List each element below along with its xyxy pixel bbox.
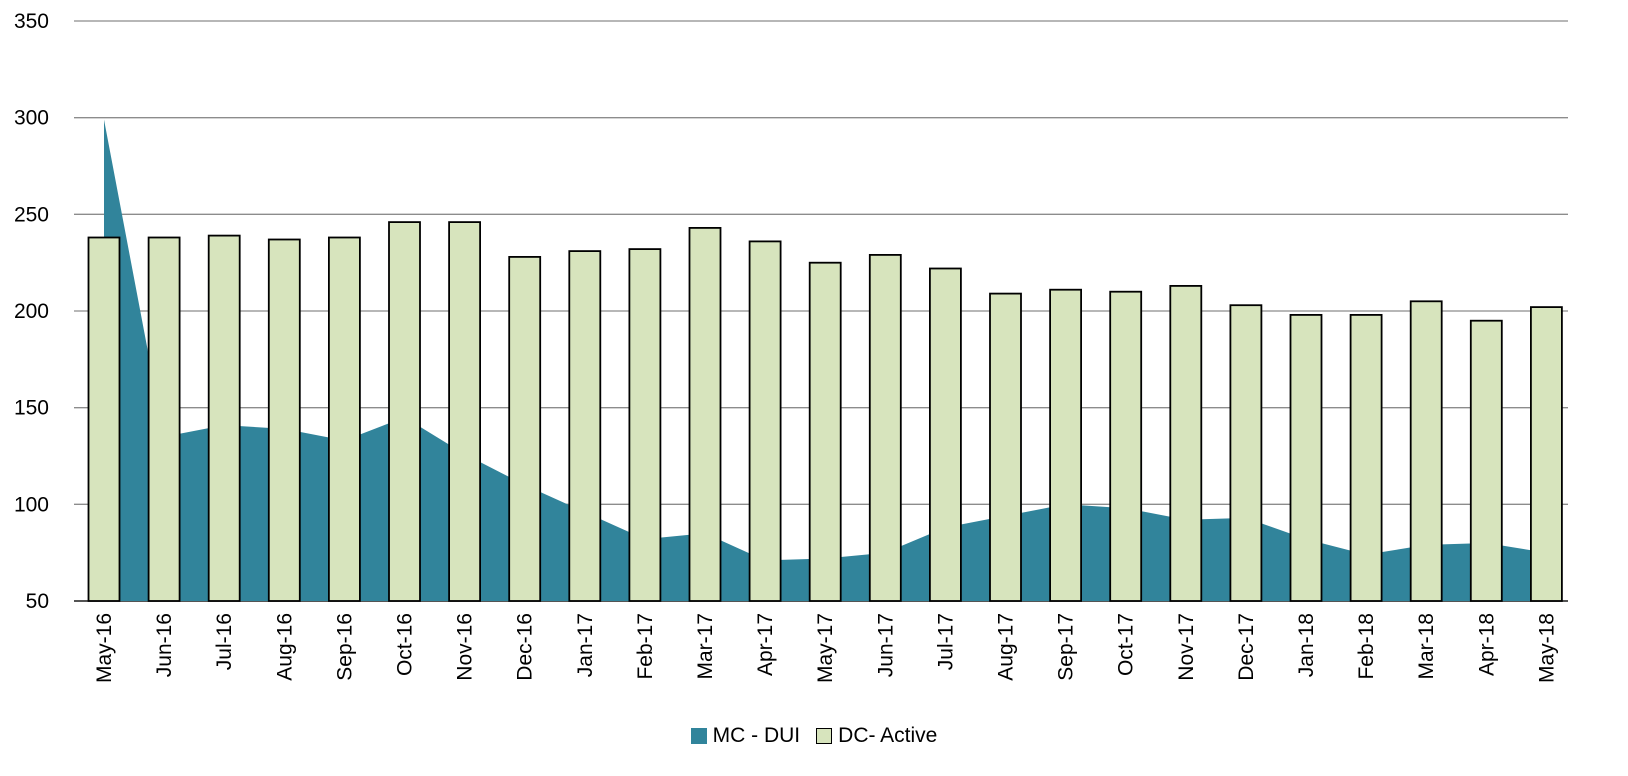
x-tick-label: Dec-16 — [514, 613, 537, 681]
legend-swatch-mc-dui — [690, 728, 707, 744]
x-tick-label: May-18 — [1535, 613, 1558, 683]
bar-dc-active — [688, 226, 722, 602]
x-tick-label: Nov-17 — [1175, 613, 1198, 681]
bar-dc-active — [1469, 319, 1503, 602]
bar-dc-active — [1409, 300, 1443, 602]
y-tick-label: 100 — [14, 493, 49, 516]
bar-dc-active — [207, 234, 241, 602]
legend: MC - DUI DC- Active — [0, 722, 1628, 750]
x-tick-label: Jul-17 — [934, 613, 957, 670]
x-tick-label: Jun-17 — [874, 613, 897, 677]
y-tick-label: 300 — [14, 107, 49, 130]
legend-label-dc-active: DC- Active — [838, 724, 938, 747]
x-tick-label: Nov-16 — [454, 613, 477, 681]
bar-dc-active — [989, 292, 1022, 602]
x-tick-label: Sep-17 — [1055, 613, 1078, 681]
x-tick-label: Jul-16 — [213, 613, 236, 670]
y-tick-label: 150 — [14, 397, 49, 420]
bar-dc-active — [628, 248, 662, 602]
x-tick-label: Mar-18 — [1415, 613, 1438, 680]
legend-label-mc-dui: MC - DUI — [712, 724, 801, 747]
x-tick-label: Jan-17 — [574, 613, 597, 677]
y-tick-label: 50 — [26, 590, 49, 613]
bar-dc-active — [1109, 290, 1143, 602]
x-tick-label: May-16 — [93, 613, 116, 683]
x-tick-label: Oct-16 — [394, 613, 417, 676]
x-tick-label: May-17 — [814, 613, 837, 683]
bar-dc-active — [1349, 313, 1383, 602]
x-tick-label: Apr-18 — [1475, 613, 1498, 676]
y-tick-label: 250 — [14, 203, 49, 226]
bar-dc-active — [808, 261, 842, 602]
chart: 50 100 150 200 250 300 350 May-16 Jun-16 Jul-16 A… — [14, 10, 1568, 683]
y-tick-label: 200 — [14, 300, 49, 323]
bar-dc-active — [327, 236, 361, 602]
bar-dc-active — [147, 236, 181, 602]
bar-dc-active — [1169, 284, 1203, 602]
bar-dc-active — [508, 255, 542, 602]
x-tick-label: Mar-17 — [694, 613, 717, 680]
x-tick-label: Sep-16 — [333, 613, 356, 681]
legend-item-mc-dui: MC - DUI — [690, 724, 801, 748]
x-tick-label: Aug-16 — [273, 613, 296, 681]
x-axis-labels: May-16 Jun-16 Jul-16 Aug-16 Sep-16 Oct-16 Nov-… — [93, 613, 1558, 683]
x-tick-label: Feb-17 — [634, 613, 657, 680]
legend-swatch-dc-active — [816, 728, 833, 744]
bar-dc-active — [1049, 288, 1082, 602]
x-tick-label: Apr-17 — [754, 613, 777, 676]
x-tick-label: Dec-17 — [1235, 613, 1258, 681]
bar-dc-active — [568, 250, 602, 602]
bar-dc-active — [1229, 304, 1263, 602]
x-tick-label: Oct-17 — [1115, 613, 1138, 676]
legend-item-dc-active: DC- Active — [816, 724, 937, 748]
bar-dc-active — [748, 240, 782, 602]
bar-dc-active — [388, 221, 421, 602]
bar-dc-active — [929, 267, 962, 602]
x-tick-label: Aug-17 — [995, 613, 1018, 681]
dc-active-bar-series — [87, 221, 1563, 602]
x-tick-label: Jun-16 — [153, 613, 176, 677]
bar-dc-active — [448, 221, 482, 602]
bar-dc-active — [87, 236, 121, 602]
y-axis-labels: 50 100 150 200 250 300 350 — [14, 10, 49, 613]
x-tick-label: Jan-18 — [1295, 613, 1318, 677]
bar-dc-active — [1289, 313, 1323, 602]
bar-dc-active — [1530, 306, 1563, 602]
bar-dc-active — [267, 238, 301, 602]
x-tick-label: Feb-18 — [1355, 613, 1378, 680]
bar-dc-active — [868, 253, 902, 602]
y-tick-label: 350 — [14, 10, 49, 33]
